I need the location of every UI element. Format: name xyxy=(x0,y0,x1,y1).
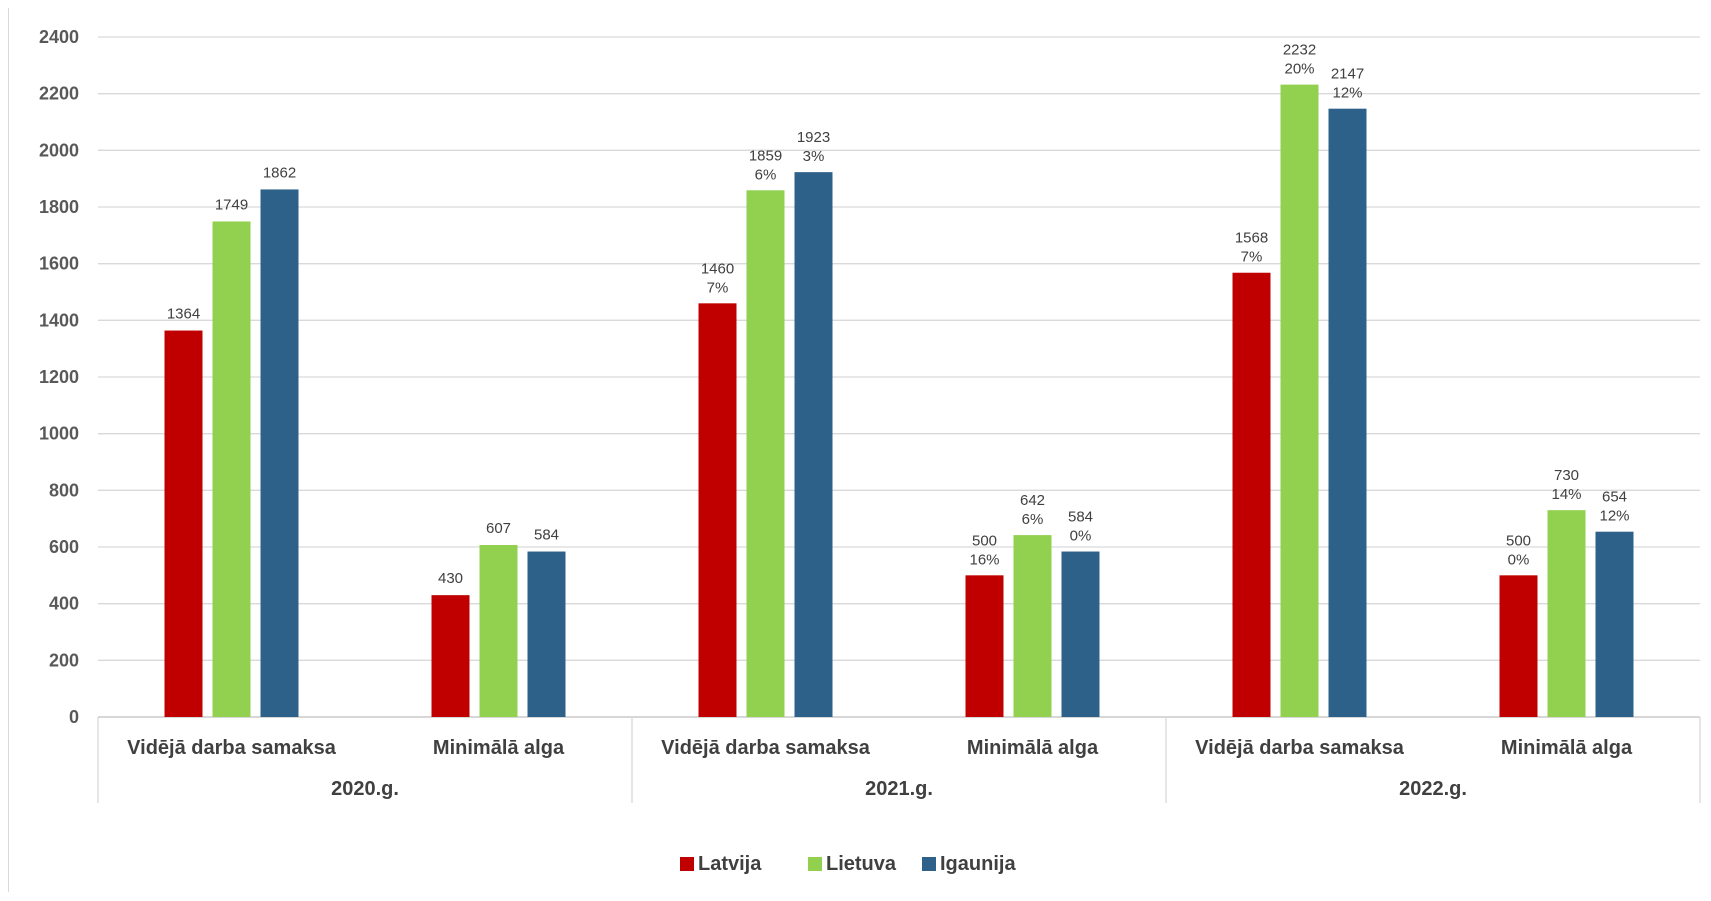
bar-igaunija xyxy=(795,172,833,717)
legend-label-latvija: Latvija xyxy=(698,853,762,875)
y-tick-label: 2400 xyxy=(39,27,79,47)
data-label-growth: 16% xyxy=(969,551,999,568)
bar-latvija xyxy=(1500,575,1538,717)
data-label-value: 1568 xyxy=(1235,230,1268,247)
bar-lietuva xyxy=(747,190,785,717)
bar-latvija xyxy=(699,303,737,717)
y-tick-label: 200 xyxy=(49,650,79,670)
legend-swatch-igaunija xyxy=(922,857,936,871)
data-label-value: 1923 xyxy=(797,129,830,146)
bar-igaunija xyxy=(1062,552,1100,717)
bar-lietuva xyxy=(213,221,251,717)
bar-igaunija xyxy=(261,189,299,717)
data-label-growth: 0% xyxy=(1070,528,1092,545)
bar-latvija xyxy=(165,331,203,717)
data-label-value: 1364 xyxy=(167,306,200,323)
y-tick-label: 1800 xyxy=(39,197,79,217)
data-label-value: 584 xyxy=(534,527,559,544)
bar-lietuva xyxy=(1014,535,1052,717)
x-group-label: 2022.g. xyxy=(1399,778,1467,800)
data-label-value: 1460 xyxy=(701,260,734,277)
y-tick-label: 1000 xyxy=(39,424,79,444)
data-label-value: 500 xyxy=(1506,532,1531,549)
bar-igaunija xyxy=(528,552,566,717)
y-tick-label: 800 xyxy=(49,480,79,500)
data-label-growth: 3% xyxy=(803,148,825,165)
y-tick-label: 0 xyxy=(69,707,79,727)
data-label-growth: 14% xyxy=(1551,486,1581,503)
y-tick-label: 1200 xyxy=(39,367,79,387)
x-category-label: Minimālā alga xyxy=(1501,737,1633,759)
bar-igaunija xyxy=(1596,532,1634,717)
legend-swatch-latvija xyxy=(680,857,694,871)
bar-igaunija xyxy=(1329,109,1367,717)
bar-lietuva xyxy=(1281,85,1319,717)
data-label-growth: 6% xyxy=(1022,511,1044,528)
data-label-value: 730 xyxy=(1554,467,1579,484)
bar-latvija xyxy=(966,575,1004,717)
y-tick-label: 2200 xyxy=(39,84,79,104)
x-category-label: Minimālā alga xyxy=(433,737,565,759)
data-label-value: 1749 xyxy=(215,196,248,213)
data-label-value: 2147 xyxy=(1331,66,1364,83)
data-label-growth: 12% xyxy=(1332,85,1362,102)
data-label-growth: 0% xyxy=(1508,551,1530,568)
bar-lietuva xyxy=(1548,510,1586,717)
data-label-growth: 7% xyxy=(707,279,729,296)
x-category-label: Minimālā alga xyxy=(967,737,1099,759)
data-label-growth: 12% xyxy=(1599,508,1629,525)
data-label-growth: 20% xyxy=(1284,61,1314,78)
data-label-value: 2232 xyxy=(1283,42,1316,59)
y-tick-label: 600 xyxy=(49,537,79,557)
data-label-value: 654 xyxy=(1602,489,1627,506)
legend-swatch-lietuva xyxy=(808,857,822,871)
data-label-value: 500 xyxy=(972,532,997,549)
data-label-value: 642 xyxy=(1020,492,1045,509)
y-tick-label: 1400 xyxy=(39,310,79,330)
y-tick-label: 1600 xyxy=(39,254,79,274)
data-label-growth: 7% xyxy=(1241,249,1263,266)
bar-latvija xyxy=(432,595,470,717)
data-label-value: 607 xyxy=(486,520,511,537)
x-category-label: Vidējā darba samaksa xyxy=(1195,737,1405,759)
data-label-value: 430 xyxy=(438,570,463,587)
legend-label-igaunija: Igaunija xyxy=(940,853,1016,875)
y-tick-label: 400 xyxy=(49,594,79,614)
data-label-value: 1862 xyxy=(263,164,296,181)
x-group-label: 2020.g. xyxy=(331,778,399,800)
data-label-value: 1859 xyxy=(749,147,782,164)
data-label-value: 584 xyxy=(1068,509,1093,526)
x-group-label: 2021.g. xyxy=(865,778,933,800)
legend-label-lietuva: Lietuva xyxy=(826,853,897,875)
bar-lietuva xyxy=(480,545,518,717)
y-tick-label: 2000 xyxy=(39,140,79,160)
x-category-label: Vidējā darba samaksa xyxy=(127,737,337,759)
data-label-growth: 6% xyxy=(755,166,777,183)
bar-latvija xyxy=(1233,273,1271,717)
x-category-label: Vidējā darba samaksa xyxy=(661,737,871,759)
